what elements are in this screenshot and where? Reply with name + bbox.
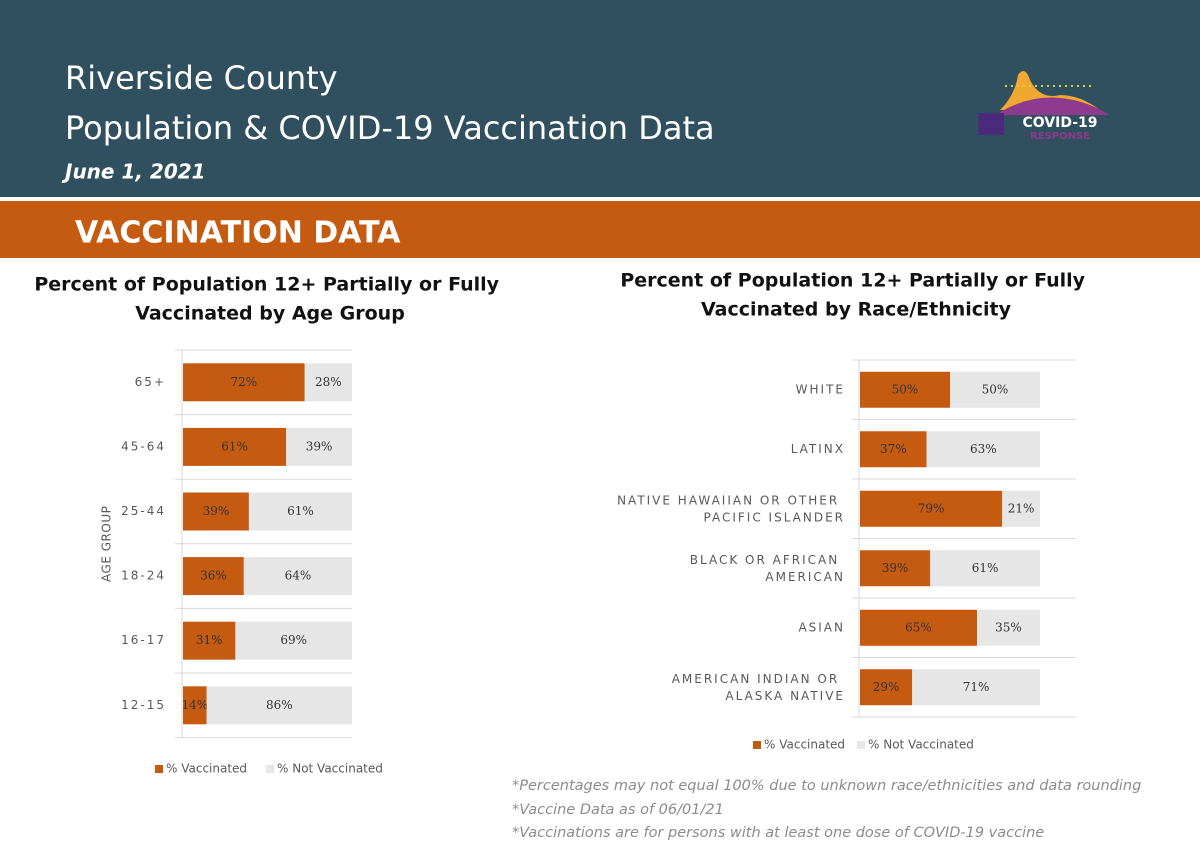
bar-segment — [183, 621, 236, 660]
category-label: NATIVE HAWAIIAN OR OTHER PACIFIC ISLANDE… — [617, 493, 845, 524]
bar-segment — [860, 609, 977, 646]
bar-segment — [977, 609, 1040, 646]
legend-swatch — [266, 765, 274, 773]
header-title: Riverside County — [65, 59, 338, 97]
section-title: VACCINATION DATA — [75, 216, 401, 251]
bar-segment — [183, 686, 207, 725]
bar-segment — [860, 371, 950, 408]
category-label: 45-64 — [121, 439, 166, 453]
value-label: 61% — [287, 504, 314, 518]
header-title: Population & COVID-19 Vaccination Data — [65, 109, 715, 147]
value-label: 37% — [880, 442, 907, 456]
legend-label: % Not Vaccinated — [868, 738, 974, 752]
bar-segment — [183, 363, 305, 402]
category-label: 65+ — [135, 375, 166, 389]
bar-segment — [860, 550, 931, 587]
bar-segment — [206, 686, 352, 725]
footnote: *Vaccine Data as of 06/01/21 — [512, 802, 724, 818]
chart-title: Percent of Population 12+ Partially or F… — [34, 273, 505, 324]
category-label: 12-15 — [121, 698, 166, 712]
legend-swatch — [753, 741, 761, 749]
category-label: ASIAN — [798, 620, 845, 634]
bar-segment — [1002, 490, 1040, 527]
category-label: AMERICAN INDIAN OR ALASKA NATIVE — [672, 671, 845, 702]
value-label: 29% — [873, 680, 900, 694]
value-label: 63% — [970, 442, 997, 456]
logo-text: RESPONSE — [1030, 131, 1090, 142]
value-label: 50% — [892, 382, 919, 396]
value-label: 69% — [280, 633, 307, 647]
value-label: 21% — [1008, 501, 1035, 515]
legend-label: % Vaccinated — [166, 762, 247, 776]
legend-label: % Vaccinated — [764, 738, 845, 752]
value-label: 31% — [196, 633, 223, 647]
value-label: 50% — [982, 382, 1009, 396]
bar-segment — [860, 490, 1003, 527]
value-label: 39% — [882, 561, 909, 575]
category-label: LATINX — [791, 442, 845, 456]
header-band — [0, 0, 1200, 197]
logo-text: COVID-19 — [1022, 115, 1097, 131]
value-label: 14% — [181, 698, 208, 712]
bar-segment — [248, 492, 352, 531]
footnote: *Percentages may not equal 100% due to u… — [512, 778, 1141, 794]
header-date: June 1, 2021 — [61, 160, 206, 184]
category-label: BLACK OR AFRICAN AMERICAN — [690, 552, 845, 583]
bar-segment — [912, 669, 1040, 706]
bar-segment — [183, 427, 287, 466]
legend-swatch — [857, 741, 865, 749]
bar-segment — [183, 492, 249, 531]
y-axis-label: AGE GROUP — [100, 506, 114, 582]
bar-segment — [243, 557, 352, 596]
bar-segment — [860, 669, 913, 706]
chart-title: Percent of Population 12+ Partially or F… — [620, 269, 1091, 320]
value-label: 65% — [905, 620, 932, 634]
value-label: 61% — [972, 561, 999, 575]
section-band — [0, 201, 1200, 258]
value-label: 86% — [266, 698, 293, 712]
bar-segment — [926, 431, 1040, 468]
value-label: 79% — [918, 501, 945, 515]
value-label: 61% — [221, 439, 248, 453]
bar-segment — [304, 363, 352, 402]
value-label: 39% — [306, 439, 333, 453]
bar-segment — [235, 621, 352, 660]
bar-segment — [286, 427, 352, 466]
value-label: 71% — [963, 680, 990, 694]
legend-swatch — [155, 765, 163, 773]
value-label: 28% — [315, 375, 342, 389]
bar-segment — [183, 557, 244, 596]
value-label: 39% — [203, 504, 230, 518]
category-label: WHITE — [796, 382, 845, 396]
category-label: 25-44 — [121, 504, 166, 518]
value-label: 35% — [995, 620, 1022, 634]
category-label: 18-24 — [121, 569, 166, 583]
logo: COVID-19 RESPONSE — [978, 71, 1110, 142]
bar-segment — [860, 431, 927, 468]
value-label: 64% — [285, 569, 312, 583]
value-label: 72% — [231, 375, 258, 389]
bar-segment — [930, 550, 1040, 587]
value-label: 36% — [200, 569, 227, 583]
footnote: *Vaccinations are for persons with at le… — [512, 825, 1044, 841]
bar-segment — [950, 371, 1040, 408]
category-label: 16-17 — [121, 633, 166, 647]
legend-label: % Not Vaccinated — [277, 762, 383, 776]
